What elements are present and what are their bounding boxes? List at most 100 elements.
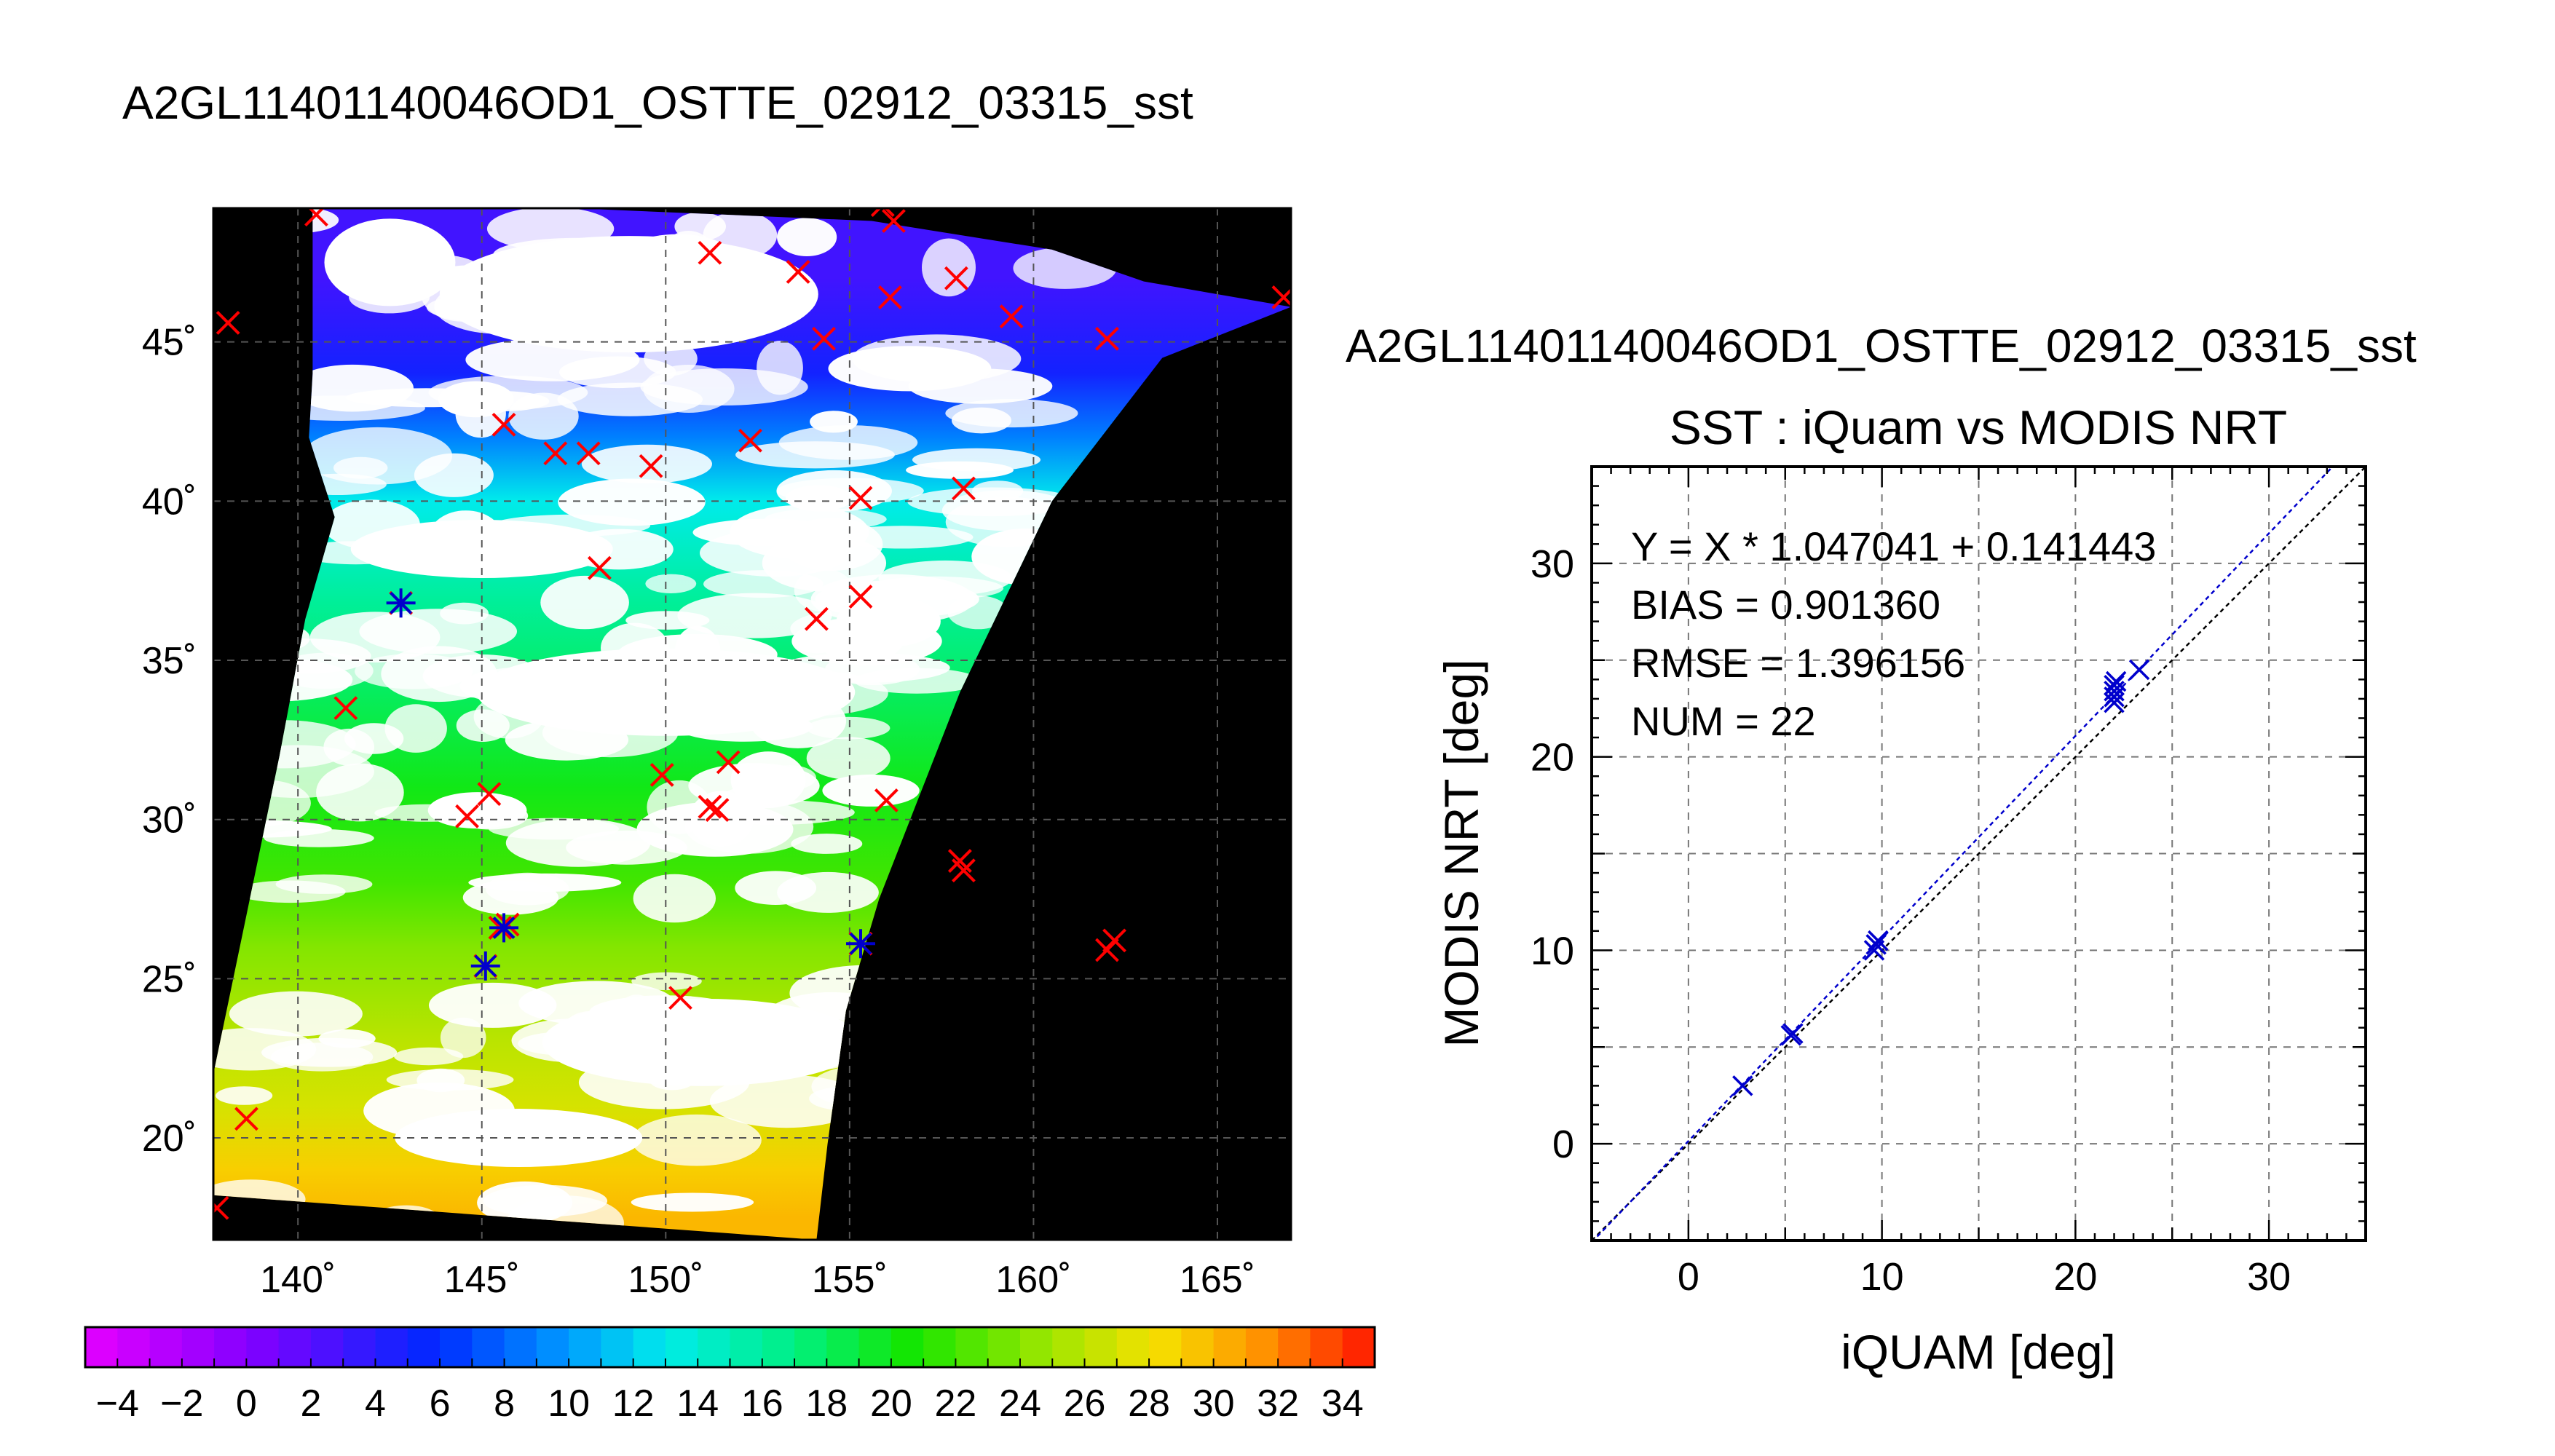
cloud-patch: [438, 381, 514, 418]
scatter-ticks: 0 10 20 30 0 10 20 30: [1531, 465, 2367, 1299]
map-lat-tick-label: 25˚: [142, 958, 197, 1000]
cloud-patch: [302, 427, 453, 485]
colorbar-cell: [601, 1327, 634, 1367]
colorbar-cell: [149, 1327, 183, 1367]
match-point-marker: [576, 441, 601, 466]
colorbar-tick-label: 12: [612, 1382, 655, 1425]
colorbar-cell: [923, 1327, 957, 1367]
colorbar-cells: [85, 1327, 1375, 1367]
scatter-y-tick-label: 0: [1552, 1123, 1574, 1166]
cloud-patch: [216, 1086, 273, 1105]
colorbar-cell: [987, 1327, 1021, 1367]
colorbar-cell: [407, 1327, 441, 1367]
colorbar-cell: [1245, 1327, 1279, 1367]
colorbar-cell: [343, 1327, 376, 1367]
match-point-marker: [999, 304, 1024, 329]
match-point-marker: [304, 208, 328, 227]
colorbar-cell: [1149, 1327, 1182, 1367]
match-point-marker: [639, 454, 663, 478]
cloud-patch: [275, 874, 373, 894]
valid-point-marker: [489, 913, 519, 943]
cloud-patch: [581, 444, 713, 484]
match-point-marker: [213, 1195, 229, 1220]
cloud-patch: [645, 574, 697, 593]
cloud-patch: [558, 478, 706, 526]
cloud-patch: [318, 1029, 376, 1048]
colorbar-cell: [375, 1327, 408, 1367]
match-point-marker: [952, 858, 976, 883]
cloud-patch: [865, 576, 1004, 601]
scatter-annotation: NUM = 22: [1631, 698, 1816, 744]
cloud-patch: [414, 453, 494, 497]
scatter-y-tick-label: 10: [1531, 929, 1574, 973]
colorbar-cell: [698, 1327, 731, 1367]
map-lon-tick-label: 145˚: [444, 1259, 520, 1301]
match-point-marker: [848, 585, 873, 609]
colorbar-cell: [1181, 1327, 1215, 1367]
match-point-marker: [477, 782, 502, 807]
cloud-patch: [631, 972, 702, 991]
scatter-points: [1732, 659, 2150, 1096]
match-point-marker: [878, 285, 902, 309]
cloud-field: [324, 218, 456, 306]
cloud-patch: [277, 652, 374, 689]
cloud-patch: [912, 448, 1041, 472]
colorbar-tick-label: 30: [1193, 1382, 1235, 1425]
match-point-marker: [1095, 326, 1119, 351]
map-axis-labels: 140˚ 145˚ 150˚ 155˚ 160˚ 165˚ 20˚ 25˚ 30˚ 35˚ 40˚ 4…: [142, 322, 1255, 1301]
cloud-patch: [922, 238, 976, 297]
colorbar-cell: [278, 1327, 312, 1367]
cloud-patch: [540, 575, 629, 630]
valid-point-marker: [386, 588, 416, 618]
scatter-annotation: RMSE = 1.396156: [1631, 640, 1965, 686]
colorbar-cell: [1278, 1327, 1311, 1367]
cloud-patch: [952, 407, 1011, 434]
cloud-patch: [316, 763, 404, 822]
match-point-marker: [333, 696, 358, 721]
match-point-marker: [698, 794, 722, 819]
cloud-patch: [762, 534, 887, 592]
match-point-marker: [216, 311, 240, 335]
cloud-field: [439, 236, 818, 353]
scatter-plot: SST : iQuam vs MODIS NRT 0 10 20 300102030 …: [1434, 400, 2367, 1379]
colorbar-cell: [1084, 1327, 1118, 1367]
match-point-marker: [874, 788, 899, 812]
colorbar-cell: [440, 1327, 473, 1367]
cloud-patch: [777, 871, 879, 913]
cloud-field: [542, 998, 863, 1086]
colorbar-frame: [84, 1326, 1376, 1369]
colorbar-cell: [1116, 1327, 1150, 1367]
map-frame: [212, 207, 1292, 1241]
colorbar-cell: [826, 1327, 860, 1367]
match-point-marker: [543, 441, 568, 466]
colorbar-cell: [1342, 1327, 1375, 1367]
colorbar-cell: [536, 1327, 569, 1367]
cloud-patch: [908, 368, 1053, 404]
scatter-point: [2104, 675, 2125, 696]
fit-line: [1592, 467, 2334, 1241]
colorbar-tick-label: 32: [1257, 1382, 1299, 1425]
match-point-marker: [491, 412, 516, 437]
scatter-annotation: BIAS = 0.901360: [1631, 582, 1940, 628]
map-lon-tick-label: 160˚: [995, 1259, 1071, 1301]
colorbar-tick-label: 2: [300, 1382, 321, 1425]
scatter-y-axis-label: MODIS NRT [deg]: [1434, 659, 1488, 1047]
match-point-marker: [944, 266, 968, 290]
map-grid: [213, 208, 1291, 1240]
map-lon-tick-label: 150˚: [628, 1259, 703, 1301]
match-point-marker: [649, 763, 674, 787]
match-point-marker: [716, 750, 741, 775]
cloud-patch: [477, 1181, 573, 1224]
cloud-patch: [452, 802, 529, 830]
main-title: A2GL11401140046OD1_OSTTE_02912_03315_sst: [122, 76, 1193, 129]
match-point-marker: [668, 986, 692, 1010]
cloud-patch: [636, 802, 794, 857]
match-point-marker: [804, 606, 829, 631]
colorbar-cell: [246, 1327, 280, 1367]
colorbar-tick-label: 10: [548, 1382, 590, 1425]
cloud-patch: [309, 612, 441, 662]
match-point-marker: [455, 804, 479, 828]
cloud-patch: [213, 1028, 317, 1071]
colorbar-tick-label: 16: [741, 1382, 783, 1425]
cloud-patch: [854, 668, 980, 694]
